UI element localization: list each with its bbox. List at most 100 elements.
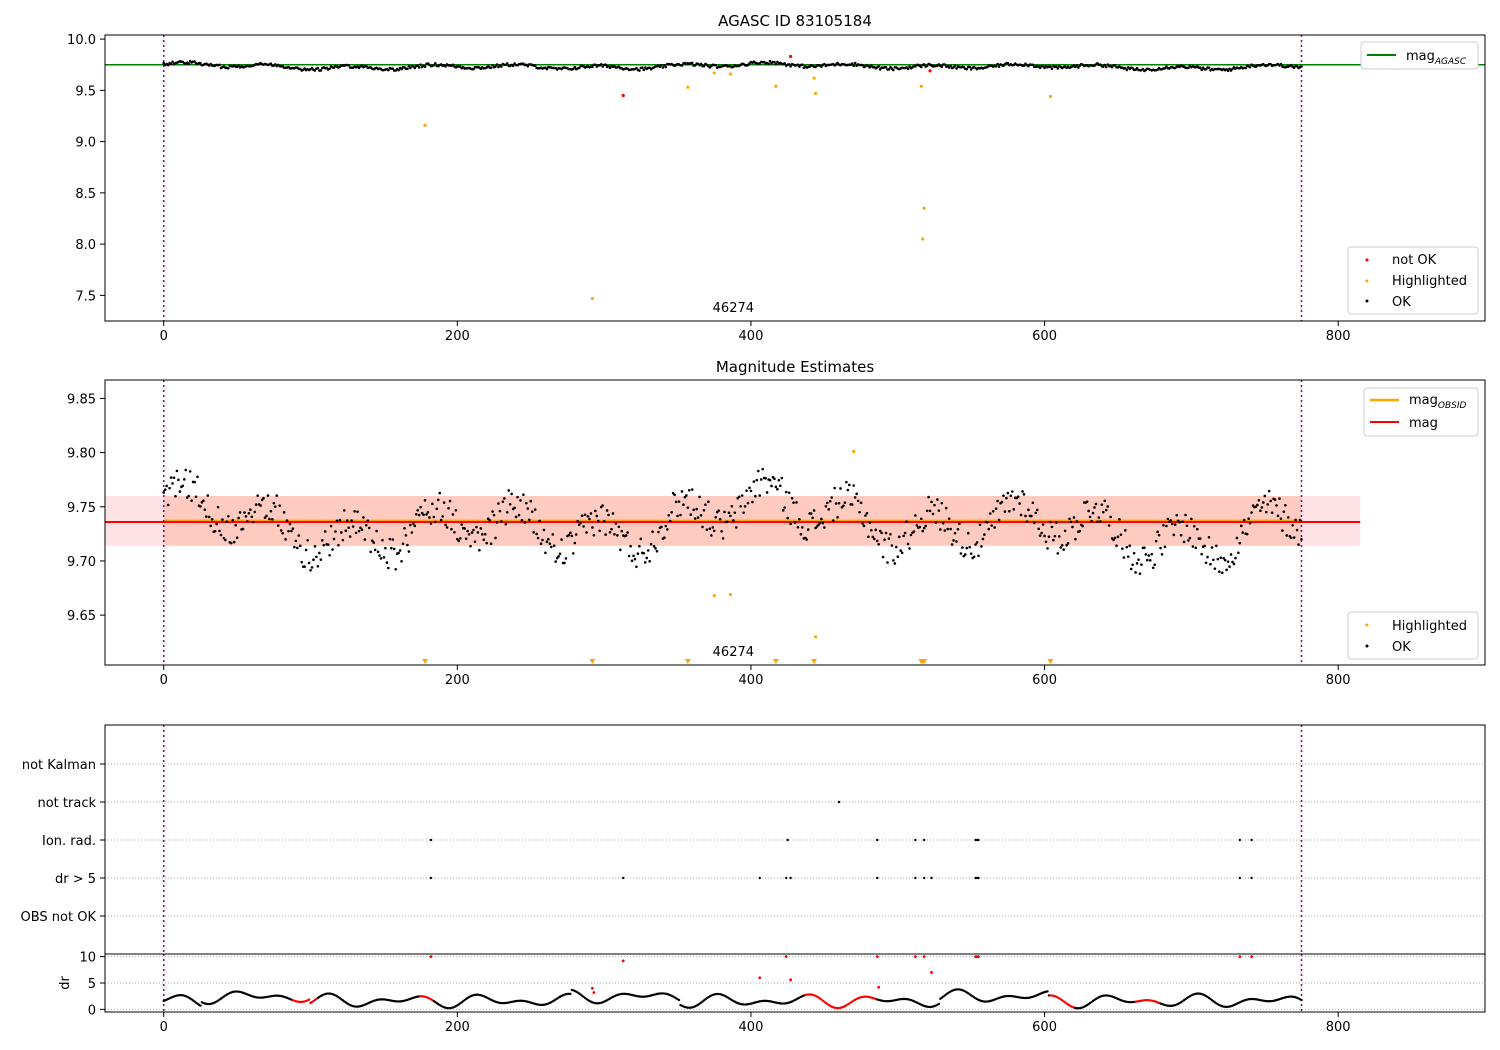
ok-point (294, 539, 298, 543)
ok-point (660, 525, 663, 529)
y-tick-label: 8.0 (75, 238, 96, 253)
ok-point (234, 523, 237, 527)
ok-point (670, 510, 673, 514)
ok-point (924, 524, 927, 528)
ok-point (1046, 547, 1049, 550)
ok-point (594, 509, 597, 513)
x-tick-label: 400 (739, 673, 764, 688)
ok-point (419, 505, 422, 509)
ok-point (539, 542, 543, 546)
ok-point (351, 525, 355, 528)
ok-point (896, 555, 900, 559)
ok-point (340, 531, 343, 534)
flag-point (429, 876, 433, 880)
ok-point (721, 537, 725, 540)
ok-point (1119, 533, 1123, 536)
legend-label-mag-line: mag (1409, 416, 1438, 431)
ok-point (646, 549, 650, 552)
ok-point (483, 532, 487, 536)
ok-point (310, 66, 314, 70)
ok-point (576, 519, 580, 523)
ok-point (871, 535, 875, 539)
x-tick-label: 600 (1032, 329, 1057, 344)
ok-point (357, 529, 361, 533)
ok-point (1248, 65, 1252, 69)
ok-point (965, 67, 969, 71)
plot-area-2 (105, 380, 1361, 665)
ok-point (872, 537, 876, 541)
ok-point (756, 469, 760, 473)
ok-point (370, 539, 374, 542)
ok-point (494, 536, 497, 540)
ok-point (1173, 523, 1177, 526)
ok-point (981, 537, 985, 541)
flag-point (1250, 838, 1253, 842)
ok-point (988, 512, 992, 515)
ok-point (862, 524, 866, 528)
ok-point (583, 513, 587, 517)
ok-point (1204, 561, 1208, 565)
legend-status-1: not OK Highlighted OK (1347, 246, 1479, 315)
ok-point (1226, 560, 1230, 563)
flag-category-axis: OBS not OK dr > 5 Ion. rad. not track not Ka… (21, 758, 105, 925)
ok-point (163, 488, 167, 492)
ok-point (1273, 498, 1277, 501)
ok-point (1282, 510, 1286, 513)
ok-point (742, 511, 745, 514)
ok-point (852, 64, 856, 68)
ok-point (1052, 538, 1055, 542)
ok-point (218, 529, 221, 533)
ok-point (373, 548, 377, 552)
ok-point (1044, 540, 1048, 544)
not-ok-point (789, 978, 792, 982)
ok-point (956, 527, 960, 531)
ok-point (905, 520, 908, 523)
ok-point (545, 540, 549, 543)
ok-point (887, 537, 891, 540)
ok-point (569, 531, 572, 535)
ok-point (323, 530, 327, 533)
not-ok-point (913, 955, 917, 959)
ok-point (1300, 537, 1303, 541)
ok-point (1097, 516, 1101, 519)
ok-point (589, 512, 593, 515)
ok-point (500, 520, 503, 523)
ok-point (1049, 520, 1052, 524)
ok-point (668, 519, 672, 523)
ok-point (441, 515, 444, 518)
ok-point (758, 494, 762, 497)
ok-point (1217, 570, 1221, 574)
ok-point (210, 517, 214, 521)
ok-point (806, 528, 810, 531)
ok-point (1250, 511, 1253, 514)
ok-point (501, 500, 505, 503)
ok-point (169, 476, 173, 479)
ok-point (875, 539, 879, 543)
panel-flags: OBS not OK dr > 5 Ion. rad. not track not Ka… (21, 724, 1486, 955)
ok-point (611, 512, 615, 515)
x-tick-label: 0 (160, 1020, 168, 1035)
ok-point (952, 539, 955, 542)
ok-point (686, 506, 690, 510)
ok-point (275, 494, 279, 497)
ok-point (1275, 504, 1278, 507)
ok-point (902, 534, 905, 538)
ok-point (259, 504, 262, 507)
ok-point (194, 495, 198, 499)
ok-point (318, 551, 321, 555)
ok-point (991, 509, 995, 513)
ok-point (633, 557, 637, 561)
ok-point (598, 529, 602, 533)
ok-point (870, 528, 873, 532)
ok-point (928, 509, 932, 513)
not-ok-point (621, 93, 625, 98)
ok-point (795, 501, 798, 504)
ok-point (950, 543, 954, 546)
ok-point (184, 468, 188, 472)
ok-point (379, 557, 383, 560)
ok-point (1281, 529, 1284, 532)
ok-point (1113, 536, 1117, 540)
ok-point (730, 504, 734, 508)
ok-point (874, 528, 878, 532)
ok-point (307, 561, 311, 565)
